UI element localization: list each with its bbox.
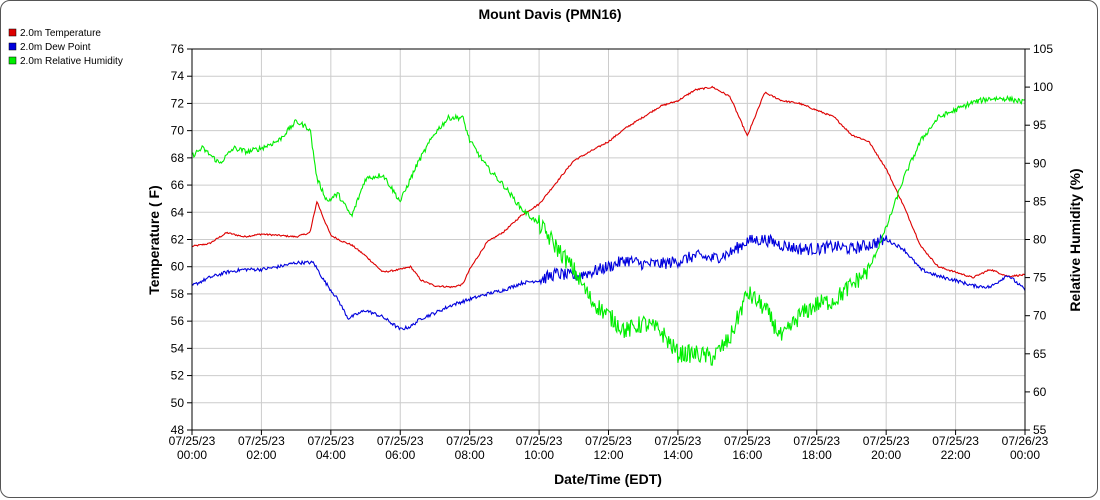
x-tick-date: 07/25/23 [446,434,493,448]
chart-title: Mount Davis (PMN16) [478,6,621,22]
temperature-line [191,85,1026,289]
x-tick-date: 07/25/23 [377,434,424,448]
right-tick-label: 95 [1033,118,1047,132]
right-tick-label: 75 [1033,271,1047,285]
left-tick-label: 74 [171,69,185,83]
right-tick-label: 65 [1033,347,1047,361]
left-tick-label: 60 [171,260,185,274]
left-tick-label: 52 [171,369,185,383]
series-layer [191,85,1026,366]
right-tick-label: 85 [1033,194,1047,208]
left-tick-label: 76 [171,42,185,56]
relative-humidity-line [191,94,1026,366]
x-tick-time: 20:00 [871,448,901,462]
right-tick-label: 55 [1033,423,1047,437]
left-tick-label: 68 [171,151,185,165]
x-tick-time: 08:00 [455,448,485,462]
x-tick-date: 07/25/23 [932,434,979,448]
x-tick-date: 07/25/23 [238,434,285,448]
x-tick-date: 07/25/23 [516,434,563,448]
left-tick-label: 58 [171,287,185,301]
dew-point-line [191,233,1026,331]
x-tick-time: 22:00 [941,448,971,462]
x-tick-time: 10:00 [524,448,554,462]
left-tick-label: 48 [171,423,185,437]
right-tick-label: 100 [1033,80,1053,94]
grid [191,48,1026,431]
x-tick-date: 07/25/23 [793,434,840,448]
left-tick-label: 66 [171,178,185,192]
right-tick-label: 105 [1033,42,1053,56]
legend-swatch-dew-point [8,42,17,51]
left-tick-label: 64 [171,205,185,219]
x-tick-time: 18:00 [802,448,832,462]
right-tick-label: 80 [1033,233,1047,247]
legend-label-dew-point: 2.0m Dew Point [20,42,91,53]
left-axis: 48 50 52 54 56 58 60 62 64 66 68 70 72 74 76 [171,42,192,437]
legend-label-relative-humidity: 2.0m Relative Humidity [20,56,123,67]
x-tick-date: 07/25/23 [655,434,702,448]
x-tick-time: 14:00 [663,448,693,462]
x-tick-time: 00:00 [177,448,207,462]
right-axis-title: Relative Humidity (%) [1067,168,1083,311]
legend-swatch-temperature [8,28,17,37]
right-tick-label: 70 [1033,309,1047,323]
left-tick-label: 50 [171,396,185,410]
x-tick-date: 07/25/23 [863,434,910,448]
left-axis-title: Temperature ( F) [146,185,162,294]
x-tick-time: 00:00 [1010,448,1040,462]
left-tick-label: 56 [171,314,185,328]
x-tick-time: 12:00 [593,448,623,462]
left-tick-label: 54 [171,341,185,355]
x-tick-time: 06:00 [385,448,415,462]
left-tick-label: 62 [171,233,185,247]
x-axis: 07/25/2300:0007/25/2302:0007/25/2304:000… [169,430,1049,462]
x-tick-date: 07/25/23 [169,434,216,448]
x-axis-title: Date/Time (EDT) [554,471,662,487]
right-axis: 55 60 65 70 75 80 85 90 95 100 105 [1025,42,1053,437]
x-tick-time: 16:00 [732,448,762,462]
right-tick-label: 90 [1033,156,1047,170]
legend-swatch-relative-humidity [8,56,17,65]
x-tick-date: 07/25/23 [307,434,354,448]
left-tick-label: 72 [171,96,185,110]
x-tick-time: 04:00 [316,448,346,462]
x-tick-date: 07/26/23 [1002,434,1049,448]
x-tick-time: 02:00 [246,448,276,462]
left-tick-label: 70 [171,124,185,138]
x-tick-date: 07/25/23 [724,434,771,448]
legend: 2.0m Temperature 2.0m Dew Point 2.0m Rel… [8,28,123,67]
x-tick-date: 07/25/23 [585,434,632,448]
right-tick-label: 60 [1033,385,1047,399]
legend-label-temperature: 2.0m Temperature [20,28,101,39]
